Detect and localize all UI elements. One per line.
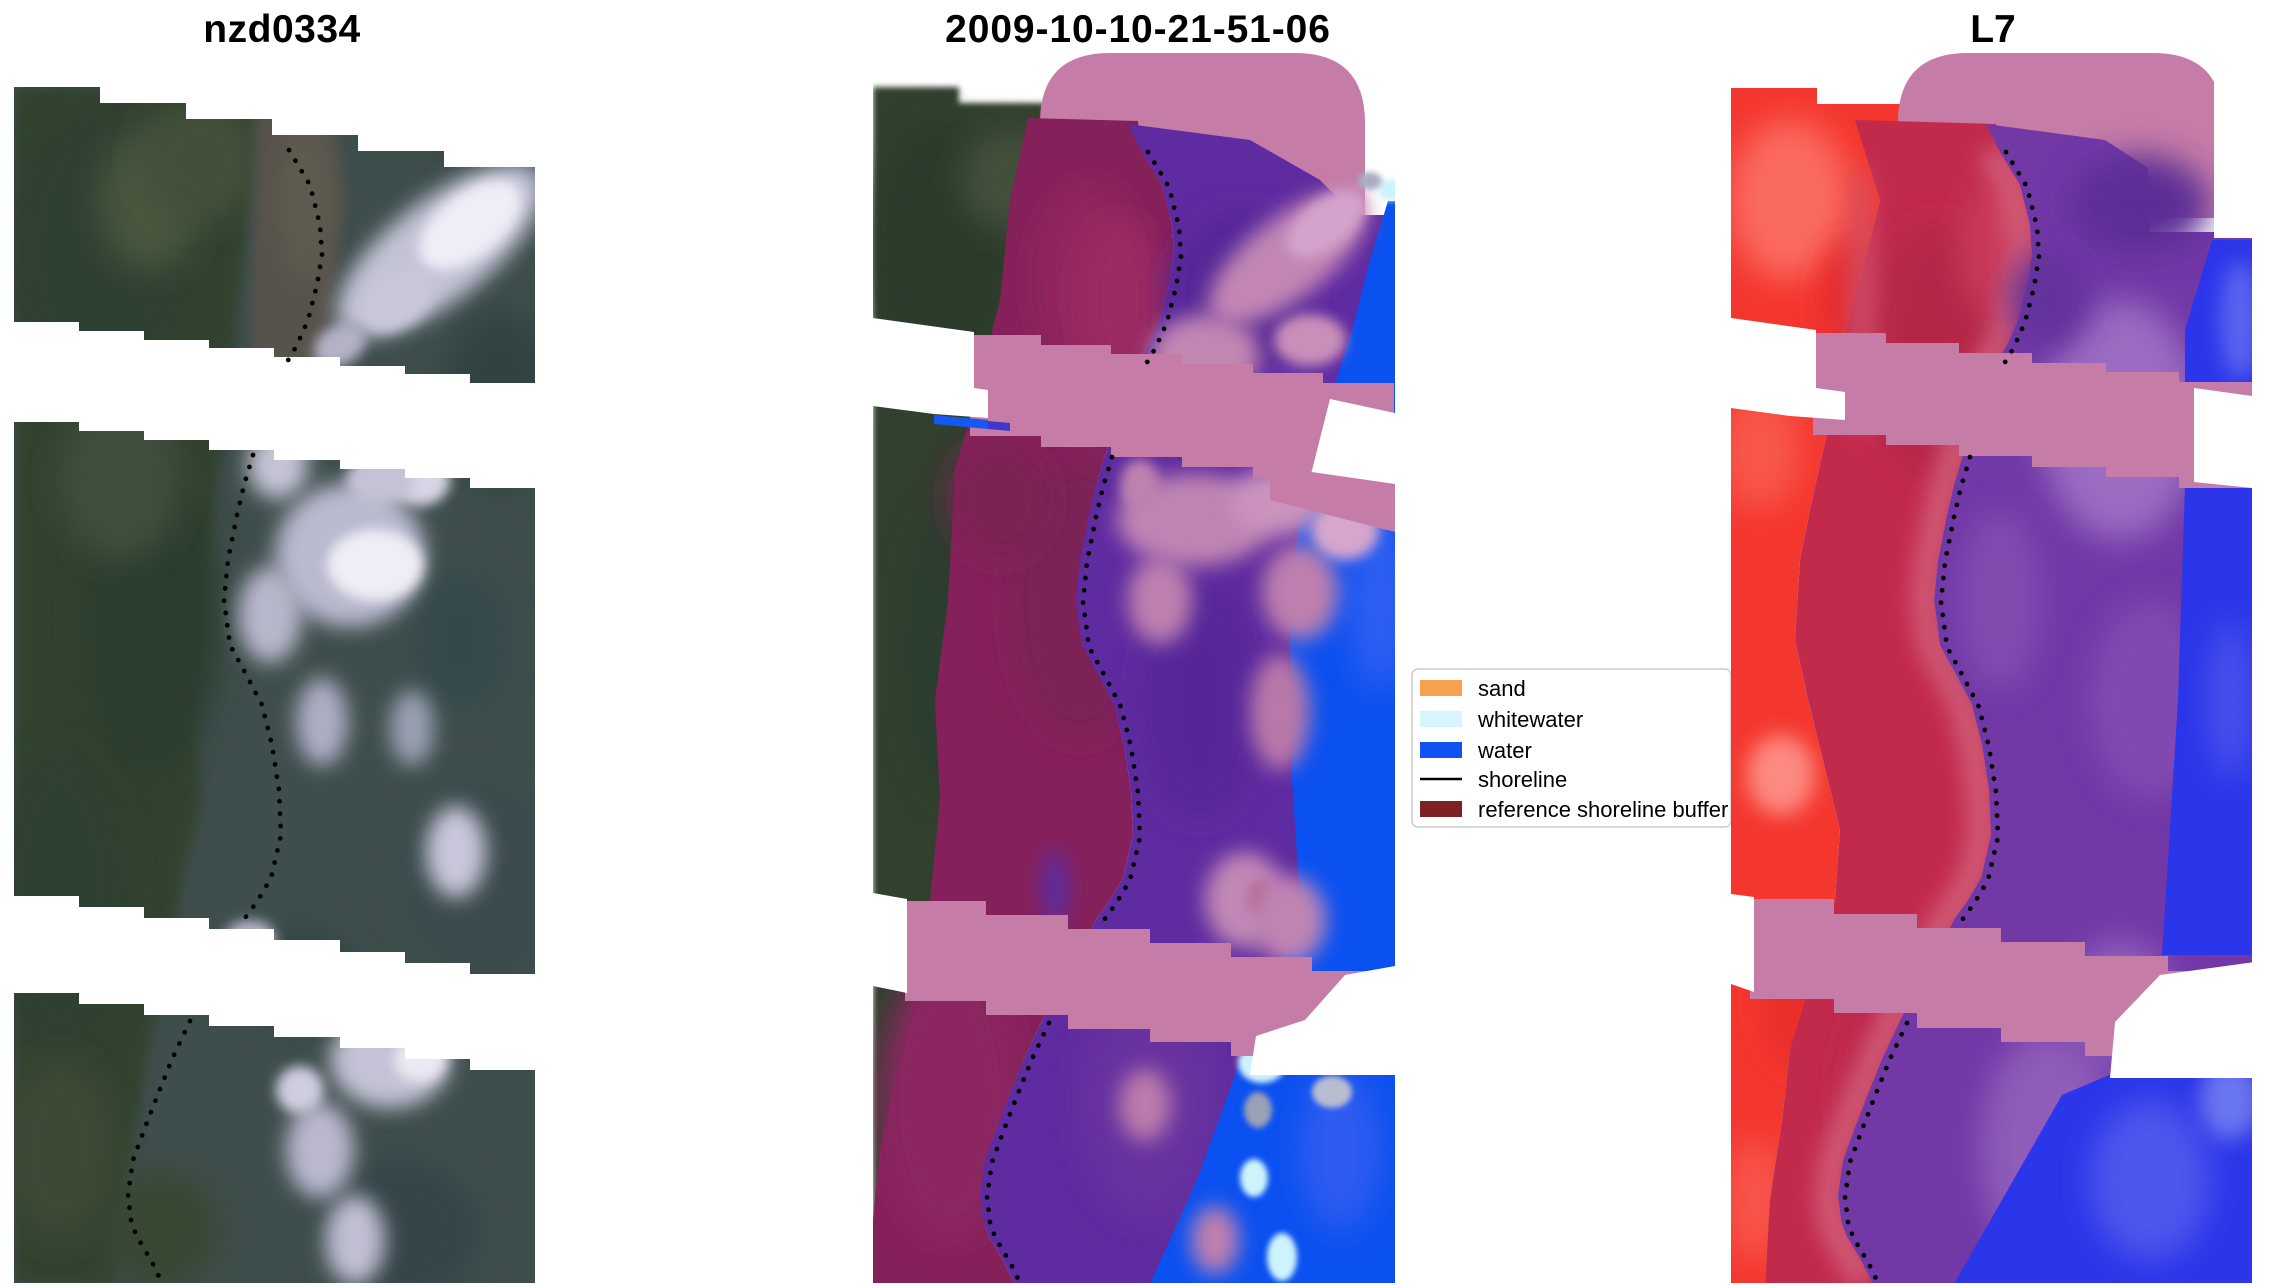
svg-text:L7: L7 [1970, 8, 2016, 51]
svg-text:whitewater: whitewater [1477, 707, 1583, 732]
svg-text:sand: sand [1478, 676, 1526, 701]
svg-text:shoreline: shoreline [1478, 767, 1567, 792]
svg-text:water: water [1477, 738, 1532, 763]
svg-text:2009-10-10-21-51-06: 2009-10-10-21-51-06 [945, 8, 1331, 51]
svg-text:reference shoreline buffer: reference shoreline buffer [1478, 797, 1728, 822]
svg-text:nzd0334: nzd0334 [203, 8, 360, 51]
